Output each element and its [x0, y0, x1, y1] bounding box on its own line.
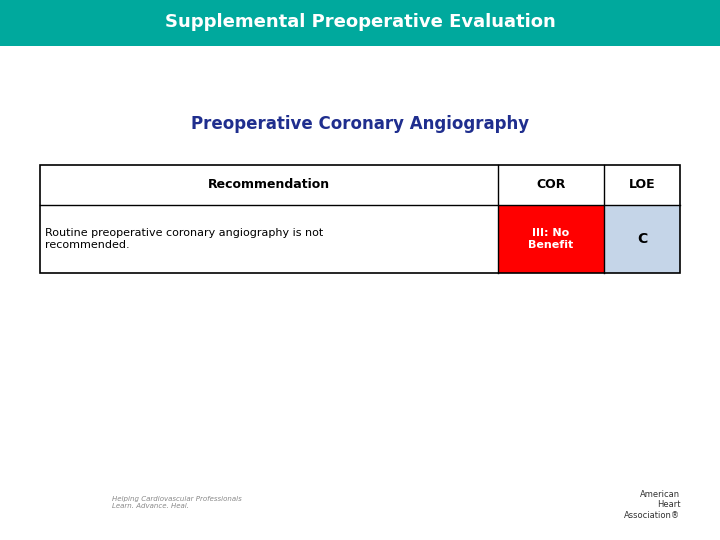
Text: Preoperative Coronary Angiography: Preoperative Coronary Angiography [191, 115, 529, 133]
Text: III: No
Benefit: III: No Benefit [528, 228, 573, 249]
Text: Supplemental Preoperative Evaluation: Supplemental Preoperative Evaluation [165, 13, 555, 31]
Text: Recommendation: Recommendation [207, 178, 330, 192]
Text: COR: COR [536, 178, 565, 192]
Text: American
Heart
Association®: American Heart Association® [624, 490, 680, 520]
Text: LOE: LOE [629, 178, 655, 192]
Text: Helping Cardiovascular Professionals
Learn. Advance. Heal.: Helping Cardiovascular Professionals Lea… [112, 496, 241, 509]
Text: Routine preoperative coronary angiography is not
recommended.: Routine preoperative coronary angiograph… [45, 228, 323, 249]
Text: C: C [636, 232, 647, 246]
